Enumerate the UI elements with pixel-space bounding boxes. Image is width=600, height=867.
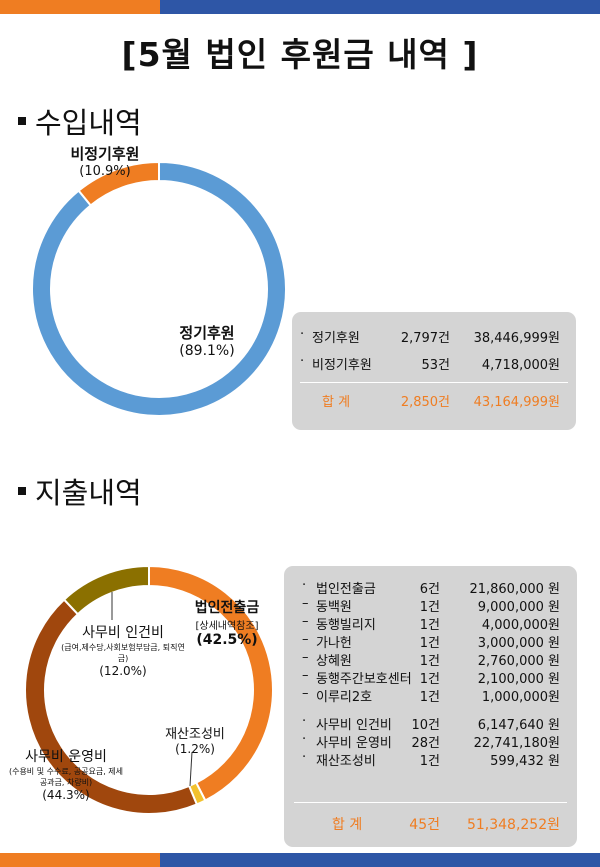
top-color-bar: [0, 0, 600, 14]
row-count: 2,797건: [400, 331, 450, 346]
expense-slice-label-transfer: 법인전출금 [상세내역참조] (42.5%): [172, 597, 282, 648]
row-bullet: ·: [300, 354, 305, 369]
income-slice-0: [31, 160, 287, 417]
expense-slice-label-asset: 재산조성비 (1.2%): [150, 723, 240, 756]
income-slice-label-regular: 정기후원 (89.1%): [142, 322, 272, 359]
row-amount: 9,000,000 원: [477, 600, 560, 615]
slice-name: 사무비 인건비: [82, 625, 164, 641]
total-divider: [294, 802, 567, 803]
slice-percent: (10.9%): [79, 164, 131, 179]
row-count: 6건: [419, 582, 440, 597]
page-title: [5월 법인 후원금 내역 ]: [121, 35, 479, 74]
slice-percent: (44.3%): [42, 788, 90, 802]
row-count: 1건: [419, 672, 440, 687]
row-count: 10건: [411, 718, 440, 733]
row-amount: 21,860,000 원: [469, 582, 560, 597]
total-amount: 43,164,999원: [473, 395, 560, 410]
slice-note: [상세내역참조]: [195, 621, 259, 632]
row-name: 가나헌: [316, 636, 352, 651]
row-count: 1건: [419, 600, 440, 615]
expense-slice-label-personnel: 사무비 인건비 (급여,제수당,사회보험부담금, 퇴직연금) (12.0%): [58, 622, 188, 678]
row-amount: 4,000,000원: [481, 618, 560, 633]
row-count: 53건: [421, 358, 450, 373]
row-name: 상혜원: [316, 654, 352, 669]
row-amount: 599,432 원: [490, 754, 560, 769]
slice-name: 사무비 운영비: [25, 749, 107, 765]
row-amount: 22,741,180원: [473, 736, 560, 751]
row-name: 정기후원: [312, 331, 360, 346]
row-bullet: –: [302, 614, 309, 629]
row-amount: 3,000,000 원: [477, 636, 560, 651]
row-amount: 2,760,000 원: [477, 654, 560, 669]
slice-note: (급여,제수당,사회보험부담금, 퇴직연금): [61, 643, 185, 663]
row-bullet: –: [302, 632, 309, 647]
slice-note: (수용비 및 수수료, 공공요금, 제세공과금, 차량비): [8, 767, 124, 787]
row-count: 1건: [419, 690, 440, 705]
slice-name: 재산조성비: [165, 727, 225, 742]
row-name: 동백원: [316, 600, 352, 615]
row-bullet: ·: [302, 732, 307, 747]
row-amount: 38,446,999원: [473, 331, 560, 346]
income-section-label: 수입내역: [35, 106, 142, 140]
slice-percent: (1.2%): [175, 742, 215, 756]
row-name: 법인전출금: [316, 582, 376, 597]
income-summary-box: · 정기후원 2,797건 38,446,999원 · 비정기후원 53건 4,…: [292, 312, 576, 430]
row-bullet: –: [302, 686, 309, 701]
bullet-square-icon: [18, 487, 26, 495]
row-count: 28건: [411, 736, 440, 751]
leader-line-asset: [189, 751, 193, 787]
row-name: 동행빌리지: [316, 618, 376, 633]
slice-percent: (12.0%): [99, 664, 147, 678]
row-name: 재산조성비: [316, 754, 376, 769]
row-count: 1건: [419, 636, 440, 651]
total-count: 45건: [409, 817, 440, 833]
total-count: 2,850건: [400, 395, 450, 410]
row-name: 동행주간보호센터: [316, 672, 412, 687]
expense-section-label: 지출내역: [35, 476, 142, 510]
slice-name: 비정기후원: [70, 145, 140, 163]
row-amount: 1,000,000원: [481, 690, 560, 705]
row-bullet: –: [302, 650, 309, 665]
row-bullet: ·: [302, 578, 307, 593]
expense-section-heading: 지출내역: [18, 470, 142, 512]
row-name: 사무비 인건비: [316, 718, 392, 733]
slice-percent: (42.5%): [196, 632, 258, 648]
row-amount: 2,100,000 원: [477, 672, 560, 687]
row-bullet: –: [302, 668, 309, 683]
total-amount: 51,348,252원: [466, 817, 560, 833]
expense-summary-box: · 법인전출금 6건 21,860,000 원 – 동백원 1건 9,000,000 원 – 동행…: [284, 566, 577, 847]
row-bullet: ·: [302, 714, 307, 729]
total-label: 합 계: [332, 817, 363, 833]
row-amount: 6,147,640 원: [477, 718, 560, 733]
slice-name: 법인전출금: [194, 600, 260, 616]
slice-name: 정기후원: [179, 324, 235, 342]
row-bullet: ·: [302, 750, 307, 765]
row-bullet: –: [302, 596, 309, 611]
total-label: 합 계: [322, 395, 351, 410]
row-bullet: ·: [300, 327, 305, 342]
bullet-square-icon: [18, 117, 26, 125]
expense-slice-3: [62, 564, 150, 616]
slice-percent: (89.1%): [179, 343, 235, 359]
bottom-color-bar: [0, 853, 600, 867]
expense-slice-label-operating: 사무비 운영비 (수용비 및 수수료, 공공요금, 제세공과금, 차량비) (4…: [6, 746, 126, 802]
row-amount: 4,718,000원: [481, 358, 560, 373]
row-name: 비정기후원: [312, 358, 372, 373]
income-slice-1: [77, 160, 160, 207]
income-section-heading: 수입내역: [18, 100, 142, 142]
row-count: 1건: [419, 654, 440, 669]
row-count: 1건: [419, 618, 440, 633]
row-count: 1건: [419, 754, 440, 769]
row-name: 사무비 운영비: [316, 736, 392, 751]
row-name: 이루리2호: [316, 690, 373, 705]
total-divider: [300, 382, 568, 383]
income-slice-label-irregular: 비정기후원 (10.9%): [40, 143, 170, 179]
